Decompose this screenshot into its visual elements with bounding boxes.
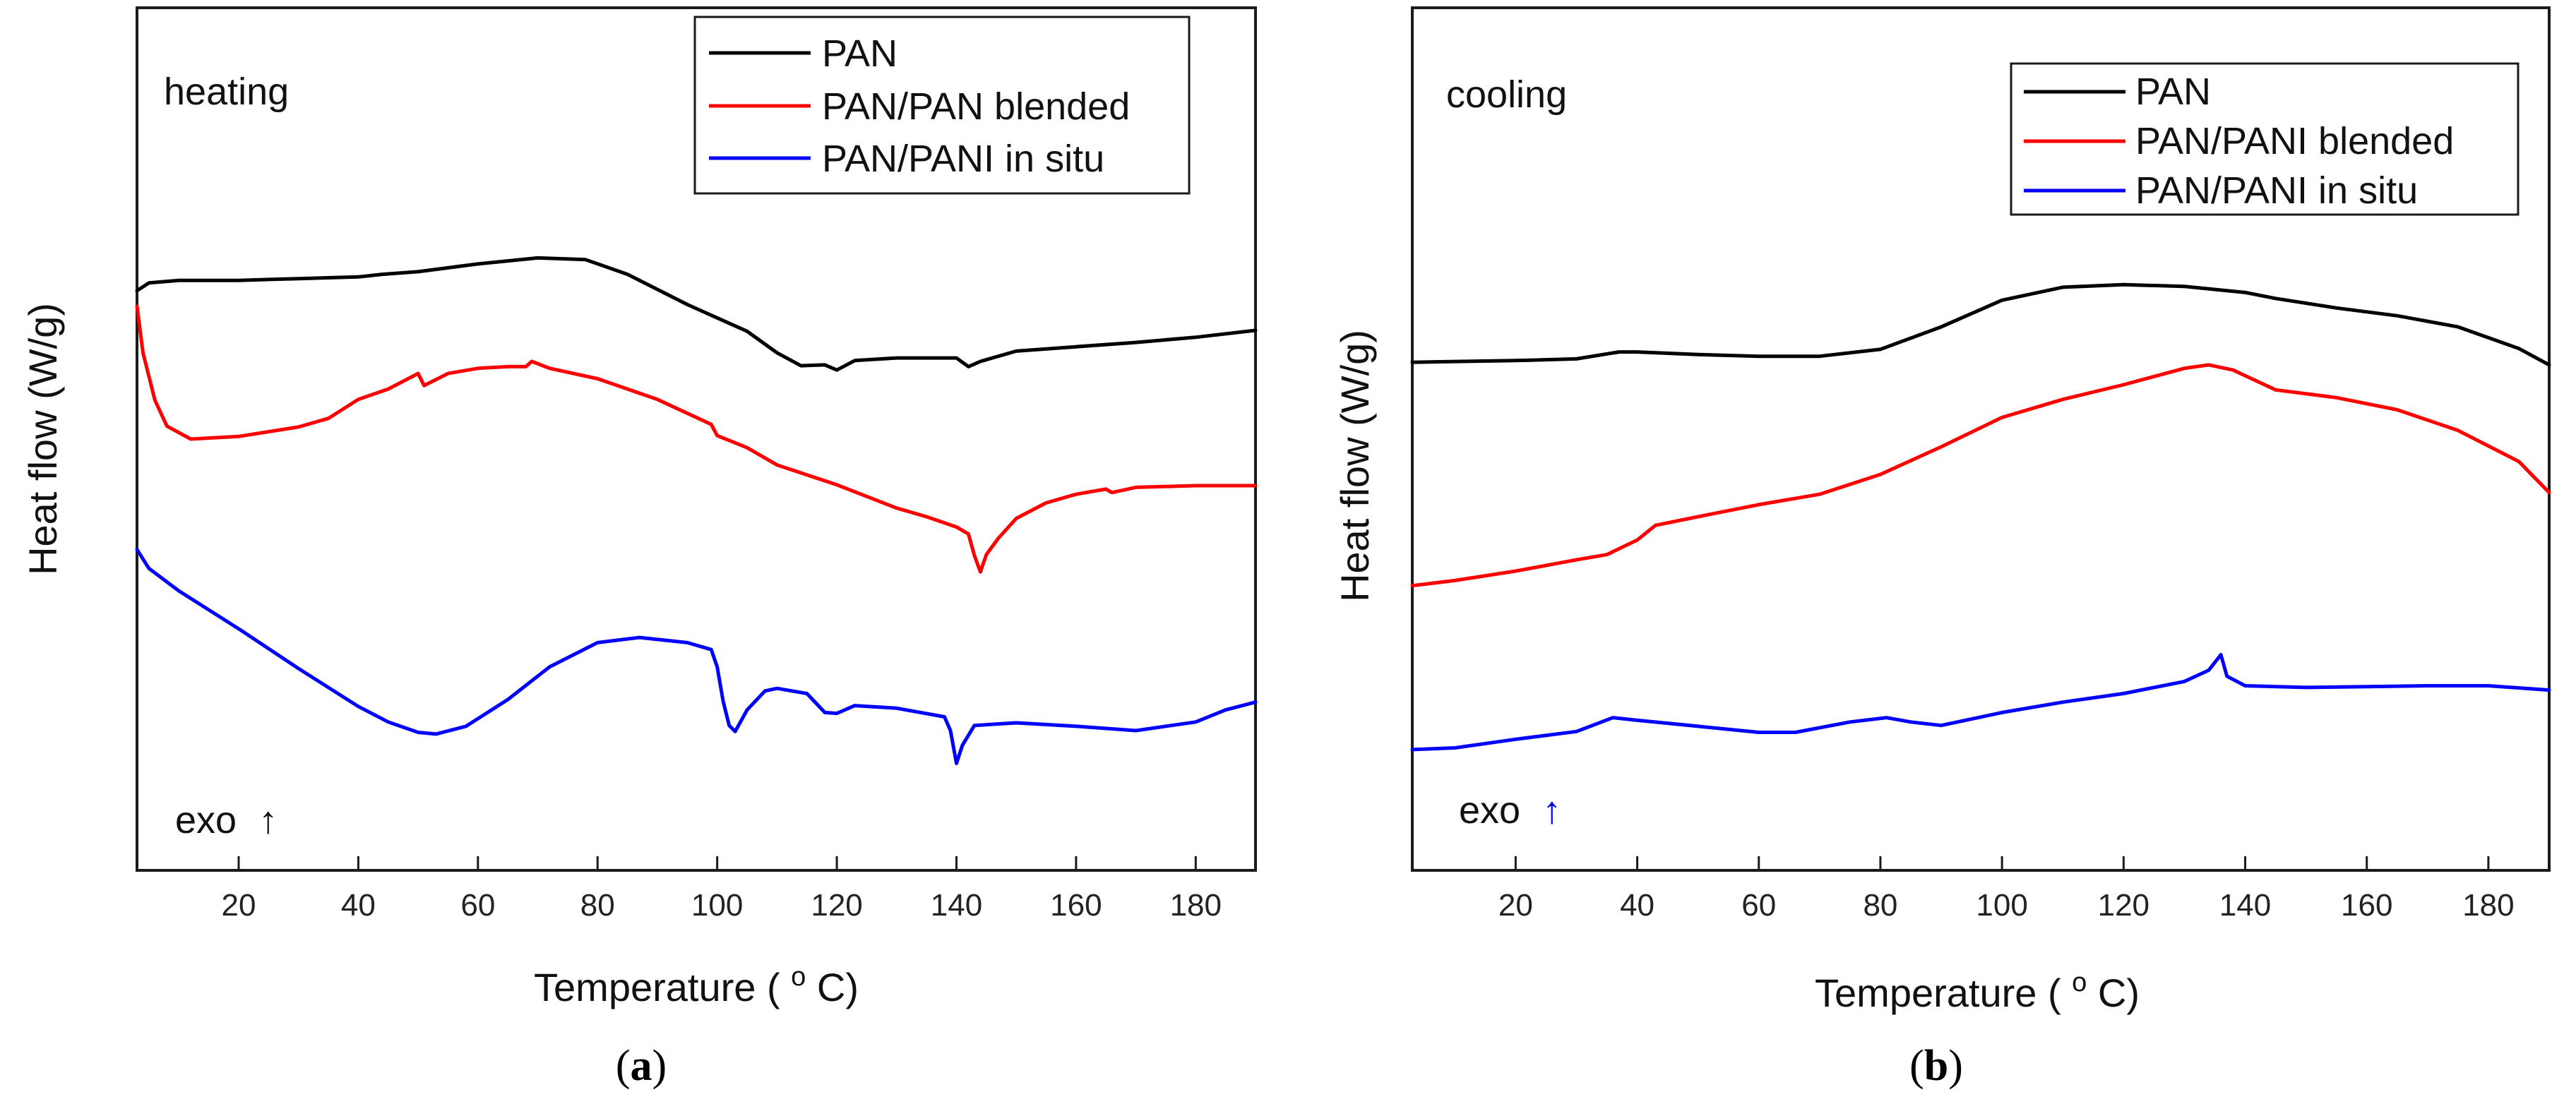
panel-label-b: (b)	[1909, 1042, 1963, 1090]
legend-b: PAN PAN/PANI blended PAN/PANI in situ	[2010, 62, 2520, 216]
x-ticks-a: 20 40 60 80 100 120 140 160 180	[222, 856, 1222, 923]
exo-annotation-a: exo ↑	[175, 799, 278, 841]
x-tick-label-80-b: 80	[1863, 888, 1897, 923]
series-line-insitu-b	[1410, 653, 2551, 752]
legend-label-insitu-a: PAN/PANI in situ	[822, 138, 1104, 180]
x-tick-label-140-a: 140	[931, 888, 982, 923]
panel-label-b-open: (	[1909, 1042, 1924, 1090]
x-tick-label-40-a: 40	[341, 888, 376, 923]
x-tick-label-60-b: 60	[1741, 888, 1776, 923]
condition-label-b: cooling	[1446, 73, 1567, 116]
exo-label-b: exo	[1459, 789, 1520, 832]
x-tick-label-60-a: 60	[460, 888, 495, 923]
panel-label-a-letter: a	[631, 1042, 652, 1090]
exo-arrow-icon-b: ↑	[1542, 789, 1561, 832]
x-axis-title-sup-b: o	[2072, 968, 2087, 997]
x-tick-label-180-b: 180	[2462, 888, 2514, 923]
x-axis-title-b: Temperature ( o C)	[1815, 955, 2140, 1015]
x-ticks-b: 20 40 60 80 100 120 140 160 180	[1498, 856, 2515, 923]
series-layer-a	[135, 256, 1258, 765]
x-tick-label-40-b: 40	[1620, 888, 1654, 923]
exo-arrow-icon-a: ↑	[258, 799, 278, 841]
x-axis-title-unit-b: C)	[2098, 971, 2140, 1015]
x-tick-label-20-b: 20	[1498, 888, 1533, 923]
x-tick-label-180-a: 180	[1170, 888, 1222, 923]
series-layer-b	[1410, 282, 2551, 752]
legend-label-pan-b: PAN	[2135, 71, 2211, 113]
condition-label-a: heating	[164, 71, 289, 113]
x-tick-label-100-b: 100	[1976, 888, 2027, 923]
panel-b: 20 40 60 80 100 120 140 160 180 cooling PAN PAN/…	[1332, 6, 2551, 1090]
legend-a: PAN PAN/PAN blended PAN/PANI in situ	[693, 16, 1191, 195]
x-tick-label-100-a: 100	[691, 888, 743, 923]
x-axis-title-sup-a: o	[791, 962, 806, 992]
panel-label-b-letter: b	[1924, 1042, 1948, 1090]
x-tick-label-20-a: 20	[222, 888, 256, 923]
series-line-blended-b	[1410, 363, 2551, 588]
x-tick-label-120-b: 120	[2098, 888, 2149, 923]
series-line-blended-a	[135, 304, 1258, 574]
x-tick-label-80-a: 80	[580, 888, 615, 923]
x-tick-label-120-a: 120	[811, 888, 862, 923]
x-axis-title-text-a: Temperature (	[534, 965, 780, 1009]
exo-label-a: exo	[175, 799, 237, 841]
x-tick-label-140-b: 140	[2219, 888, 2271, 923]
legend-label-blended-a: PAN/PAN blended	[822, 85, 1130, 128]
series-line-pan-b	[1410, 282, 2551, 367]
legend-label-blended-b: PAN/PANI blended	[2135, 120, 2454, 162]
series-line-insitu-a	[135, 547, 1258, 765]
x-tick-label-160-b: 160	[2341, 888, 2392, 923]
panel-label-a: (a)	[616, 1042, 667, 1090]
panel-label-a-close: )	[652, 1042, 667, 1090]
y-axis-title-a: Heat flow (W/g)	[20, 303, 65, 575]
x-tick-label-160-a: 160	[1050, 888, 1102, 923]
panel-label-b-close: )	[1948, 1042, 1963, 1090]
panel-label-a-open: (	[616, 1042, 631, 1090]
exo-annotation-b: exo ↑	[1459, 789, 1561, 832]
x-axis-title-unit-a: C)	[817, 965, 859, 1009]
panel-a: 20 40 60 80 100 120 140 160 180 heating PAN PAN/…	[20, 6, 1258, 1090]
x-axis-title-a: Temperature ( o C)	[534, 949, 859, 1009]
legend-label-pan-a: PAN	[822, 32, 898, 75]
y-axis-title-b: Heat flow (W/g)	[1332, 330, 1377, 602]
legend-label-insitu-b: PAN/PANI in situ	[2135, 169, 2418, 212]
x-axis-title-text-b: Temperature (	[1815, 971, 2061, 1015]
series-line-pan-a	[135, 256, 1258, 372]
